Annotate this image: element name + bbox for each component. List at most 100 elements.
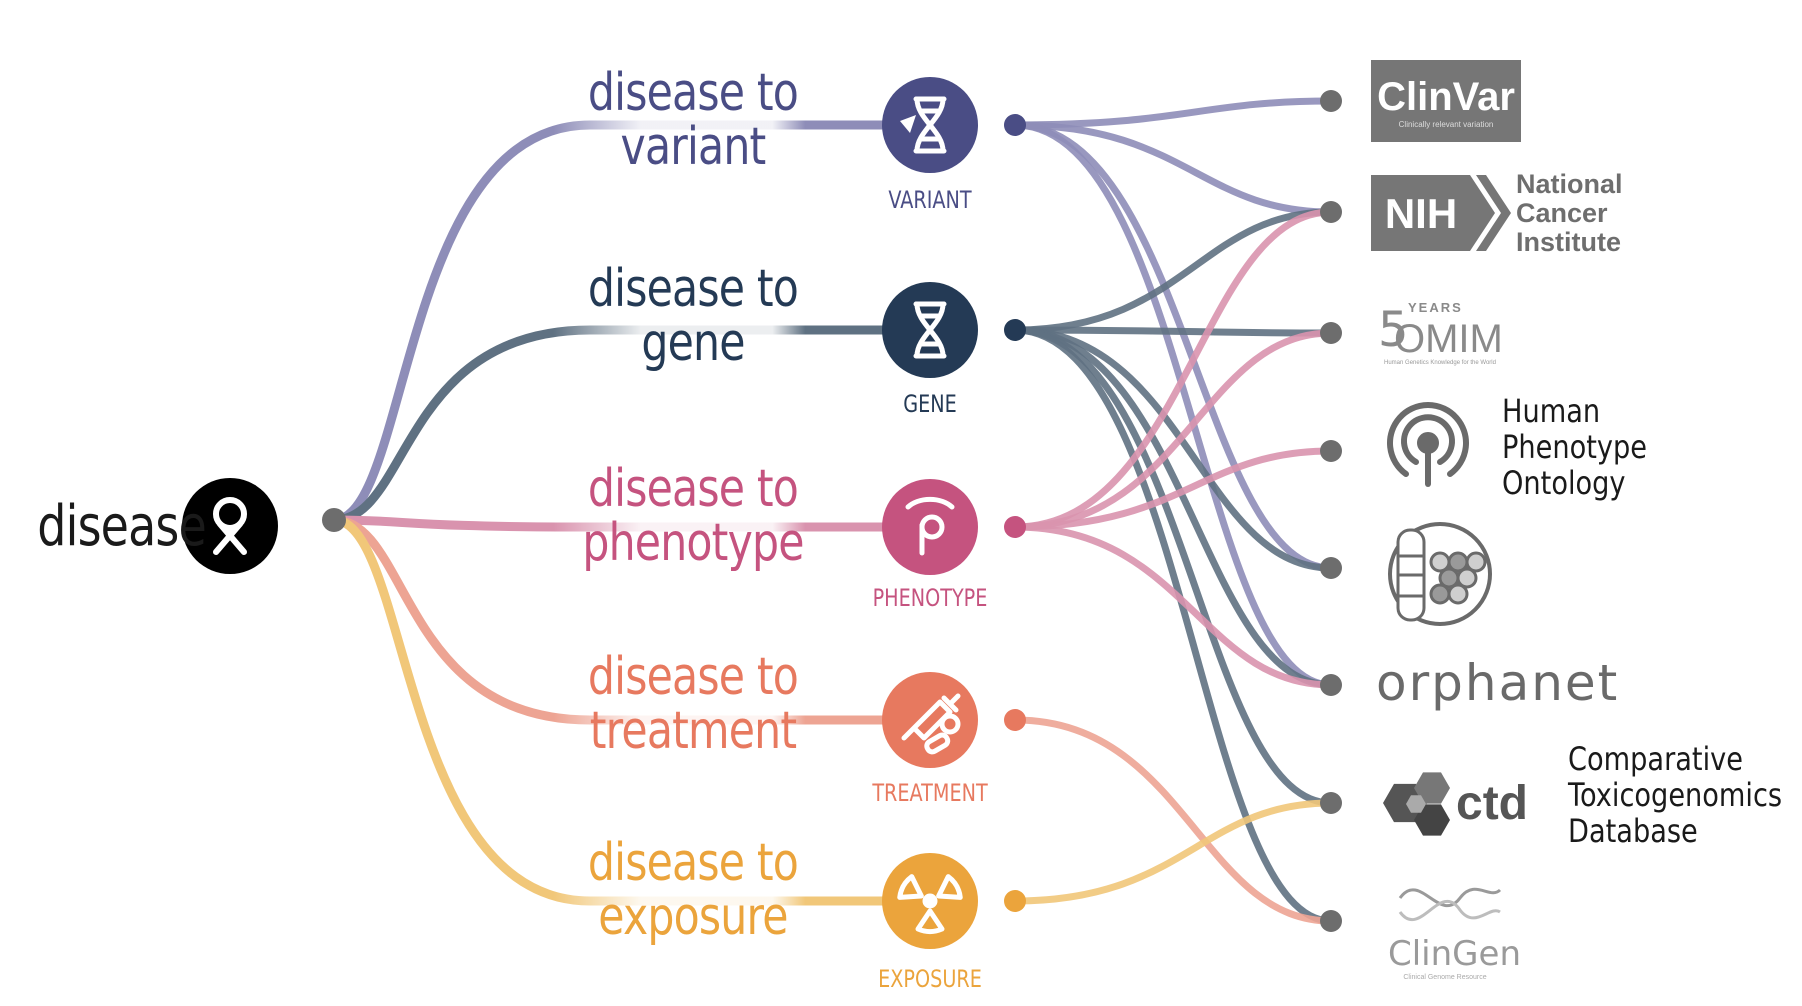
radiation-center [922, 893, 938, 909]
root-label: disease [37, 494, 206, 559]
nci-name-line-3: Institute [1516, 227, 1621, 258]
link-exposure-to-ctd [1011, 799, 1335, 905]
ctd-logo: ctd [1383, 772, 1528, 836]
radiation-blade-2 [915, 908, 945, 934]
treatment-out-dot [1004, 709, 1026, 731]
link-variant-to-orphanet [1011, 121, 1335, 689]
phenotype-label-line-1: disease to [587, 459, 799, 519]
variant-label-line-2: variant [620, 117, 767, 178]
chromosome-bands [1398, 554, 1424, 598]
link-treatment-to-clingen [1011, 716, 1335, 925]
link-root-to-exposure [329, 515, 887, 906]
clingen-helix [1398, 887, 1502, 907]
variant-sublabel: VARIANT [888, 186, 972, 214]
radiation-blade-1 [936, 874, 963, 900]
clinvar-dot [1320, 90, 1342, 112]
source-links [1011, 97, 1335, 925]
link-gene-to-ctd [1011, 326, 1335, 807]
ctd-name: Comparative Toxicogenomics Database [1568, 740, 1783, 849]
link-root-to-variant [329, 120, 887, 525]
ctd-name-line-2: Toxicogenomics [1568, 775, 1783, 814]
variant-label-line-1: disease to [587, 63, 799, 123]
cell-dot-5 [1456, 567, 1478, 589]
exposure-sublabel: EXPOSURE [878, 965, 982, 993]
dna-icon [913, 301, 947, 359]
hpo-name-line-2: Phenotype [1502, 427, 1648, 466]
link-root-to-gene [329, 325, 887, 525]
phenotype-out-dot [1004, 516, 1026, 538]
ribbon-tails [213, 521, 247, 555]
clinvar-logo-box [1371, 60, 1521, 142]
treatment-node [882, 672, 978, 768]
gene-label-line-2: gene [641, 313, 745, 374]
radiation-blade-3 [897, 874, 924, 900]
root-links [329, 120, 887, 906]
ctd-logo-text: ctd [1456, 777, 1528, 830]
cell-outline [1388, 522, 1492, 626]
treatment-label: disease to treatment [562, 650, 824, 758]
ctd-hex-top [1414, 772, 1450, 804]
omim-logo-digit: 5 [1378, 302, 1409, 358]
treatment-sublabel: TREATMENT [872, 779, 988, 807]
ctd-hex-center [1406, 795, 1426, 813]
root-dot [322, 508, 346, 532]
cursor-arrow [900, 115, 916, 133]
nih-logo: NIH [1371, 175, 1511, 251]
category-nodes [182, 77, 978, 949]
link-variant-to-clinvar [1011, 97, 1335, 129]
pill-capsule [924, 732, 951, 755]
connector-dots [322, 90, 1342, 932]
hpo-inner-arc [1401, 414, 1455, 465]
clingen-helix-2 [1398, 900, 1501, 921]
omim-logo-text: OMIM [1394, 317, 1503, 361]
clingen-dot [1320, 910, 1342, 932]
exposure-label-line-2: exposure [598, 887, 788, 948]
nci-dot [1320, 201, 1342, 223]
clinvar-logo-text: ClinVar [1377, 75, 1515, 119]
cell-dot-3 [1465, 551, 1487, 573]
orphanet-logo: orphanet [1376, 654, 1619, 712]
nci-name: National Cancer Institute [1516, 169, 1623, 258]
syringe-pill-icon [901, 693, 961, 755]
nih-logo-shape [1371, 175, 1495, 251]
cell-dot [1320, 557, 1342, 579]
treatment-label-line-2: treatment [589, 701, 797, 762]
gene-sublabel: GENE [903, 390, 957, 418]
hpo-name-line-3: Ontology [1502, 463, 1626, 502]
pill-round [939, 713, 961, 735]
ctd-dot [1320, 792, 1342, 814]
orphanet-logo-text: orphanet [1376, 654, 1619, 712]
exposure-label: disease to exposure [562, 836, 824, 944]
clinvar-logo-subtext: Clinically relevant variation [1399, 120, 1494, 129]
ctd-name-line-1: Comparative [1568, 740, 1743, 778]
hpo-logo [1387, 402, 1469, 487]
exposure-out-dot [1004, 890, 1026, 912]
link-gene-to-clingen [1011, 326, 1335, 925]
nih-logo-text: NIH [1385, 190, 1457, 237]
omim-logo-subtext: Human Genetics Knowledge for the World [1384, 360, 1496, 366]
phenotype-node [882, 479, 978, 575]
nci-name-line-2: Cancer [1516, 198, 1608, 229]
exposure-label-line-1: disease to [587, 833, 799, 893]
variant-out-dot [1004, 114, 1026, 136]
clingen-logo-subtext: Clinical Genome Resource [1403, 974, 1486, 981]
nih-logo-chevron [1476, 175, 1511, 251]
gene-out-dot [1004, 319, 1026, 341]
dna-strands [914, 301, 946, 359]
omim-dot [1320, 322, 1342, 344]
gene-label-line-1: disease to [587, 259, 799, 319]
awareness-ribbon-icon [213, 497, 247, 555]
link-phenotype-to-omim [1011, 329, 1335, 531]
hpo-name-line-1: Human [1502, 392, 1601, 430]
phenotype-sublabel: PHENOTYPE [872, 584, 988, 612]
link-variant-to-nci [1011, 121, 1335, 216]
variant-label: disease to variant [562, 66, 824, 174]
cell-dot-7 [1447, 583, 1469, 605]
ctd-hex-bottom [1414, 804, 1450, 836]
phenotype-label-line-2: phenotype [582, 513, 804, 574]
